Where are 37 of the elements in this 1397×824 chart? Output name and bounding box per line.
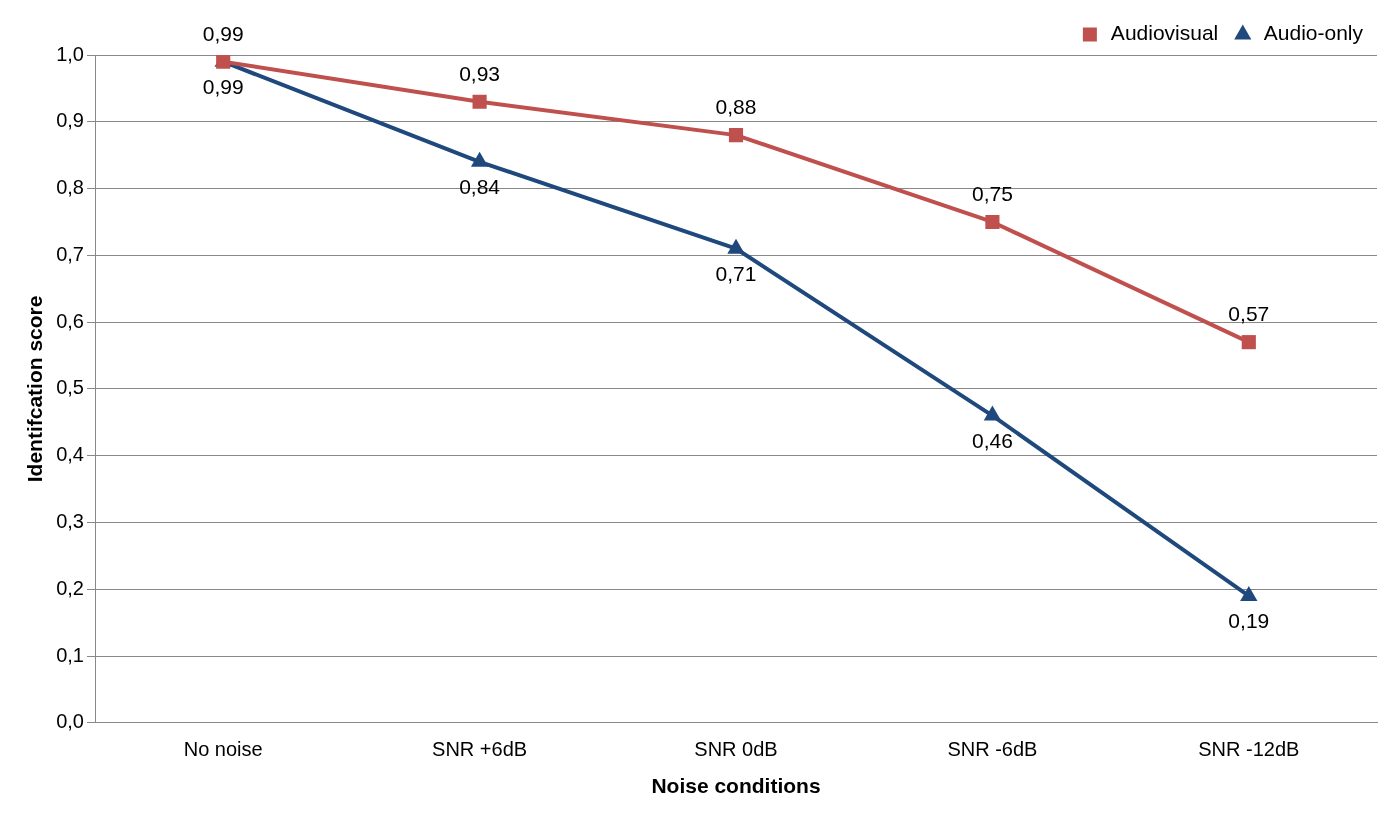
y-tick-label: 0,1 bbox=[56, 643, 84, 666]
point bbox=[985, 214, 1000, 230]
y-tick-label: 0,7 bbox=[56, 242, 84, 265]
data-label: 0,93 bbox=[459, 62, 501, 86]
data-label: 0,84 bbox=[459, 175, 501, 199]
data-label: 0,99 bbox=[202, 21, 244, 45]
point bbox=[1240, 585, 1258, 601]
x-tick-label: SNR +6dB bbox=[432, 738, 528, 761]
data-label: 0,99 bbox=[202, 74, 244, 98]
y-tick-label: 0,3 bbox=[56, 509, 84, 532]
y-tick-label: 0,2 bbox=[56, 576, 84, 599]
x-tick-label: SNR -12dB bbox=[1198, 738, 1300, 761]
point bbox=[728, 128, 744, 143]
data-label: 0,88 bbox=[715, 95, 757, 119]
y-tick-label: 0,8 bbox=[56, 176, 84, 199]
y-axis-title: Identifcation score bbox=[23, 295, 47, 483]
x-tick-label: No noise bbox=[183, 738, 263, 761]
y-tick-label: 0,6 bbox=[56, 309, 84, 332]
legend-label: Audiovisual bbox=[1110, 21, 1219, 45]
x-axis-title: Noise conditions bbox=[651, 774, 821, 798]
data-label: 0,75 bbox=[971, 182, 1013, 206]
data-label: 0,19 bbox=[1228, 609, 1270, 633]
y-tick-label: 0,4 bbox=[56, 443, 84, 466]
data-label: 0,46 bbox=[971, 428, 1013, 452]
data-label: 0,57 bbox=[1228, 302, 1270, 326]
point bbox=[983, 405, 1002, 421]
y-tick-label: 0,5 bbox=[56, 376, 84, 399]
point bbox=[1241, 335, 1256, 350]
y-tick-label: 1,0 bbox=[56, 42, 84, 65]
point bbox=[727, 238, 745, 254]
point bbox=[472, 94, 487, 109]
x-tick-label: SNR 0dB bbox=[694, 738, 778, 761]
legend-label: Audio-only bbox=[1263, 21, 1364, 45]
x-tick-label: SNR -6dB bbox=[947, 738, 1038, 761]
y-tick-label: 0,0 bbox=[56, 710, 84, 733]
data-label: 0,71 bbox=[715, 261, 757, 285]
y-tick-label: 0,9 bbox=[56, 109, 84, 132]
